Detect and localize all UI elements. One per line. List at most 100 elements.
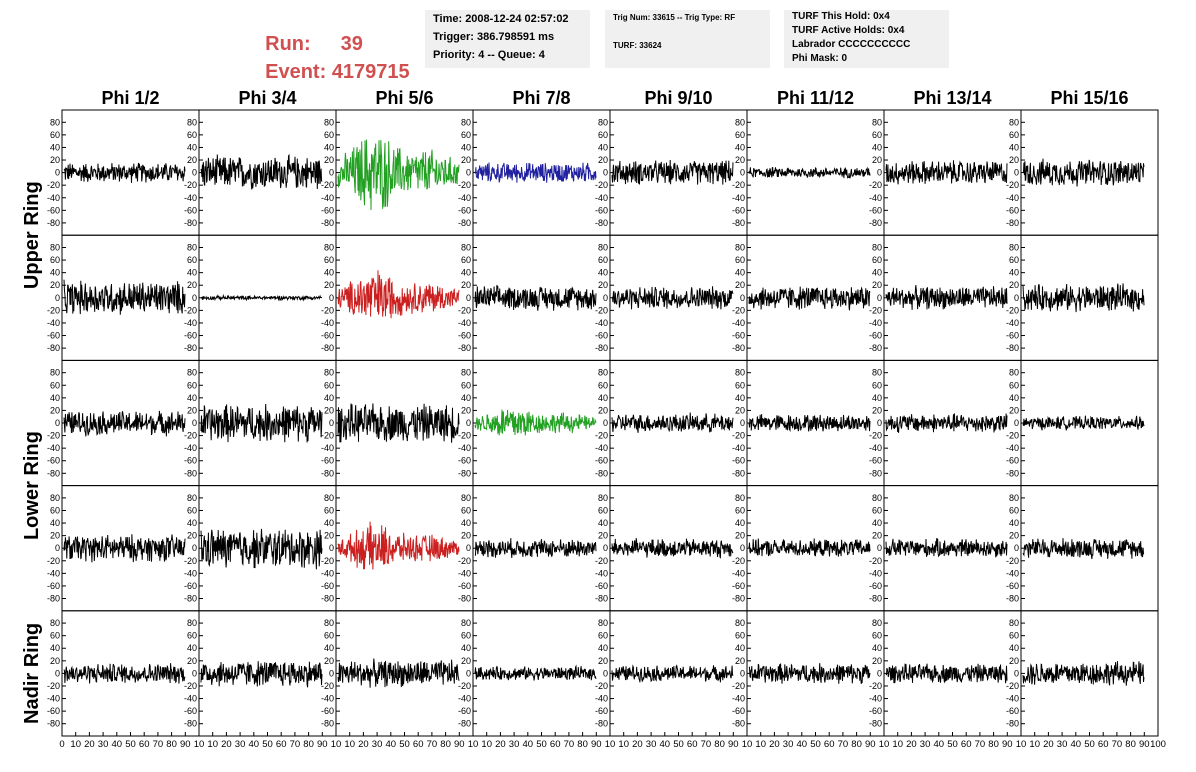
y-tick-label: -80 [732, 343, 745, 353]
x-tick-label: 90 [728, 739, 739, 750]
x-tick-label: 10 [1016, 739, 1027, 750]
y-tick-label: -60 [458, 456, 471, 466]
y-tick-label: -60 [732, 706, 745, 716]
y-tick-label: 80 [735, 618, 745, 628]
waveform-trace [885, 413, 1008, 433]
waveform-trace [748, 538, 871, 557]
y-tick-label: -20 [869, 305, 882, 315]
y-tick-label: -80 [184, 218, 197, 228]
x-tick-label: 50 [536, 739, 547, 750]
y-tick-label: -80 [321, 468, 334, 478]
y-tick-label: -20 [184, 305, 197, 315]
y-tick-label: -60 [184, 331, 197, 341]
y-tick-label: 80 [872, 117, 882, 127]
y-tick-label: -40 [47, 318, 60, 328]
x-tick-label: 60 [824, 739, 835, 750]
y-tick-label: 60 [50, 130, 60, 140]
column-header: Phi 1/2 [101, 88, 159, 108]
y-tick-label: -20 [321, 180, 334, 190]
y-tick-label: -60 [1006, 331, 1019, 341]
y-tick-label: 60 [1009, 255, 1019, 265]
y-tick-label: -60 [595, 456, 608, 466]
waveform-trace [474, 284, 597, 311]
x-tick-label: 10 [194, 739, 205, 750]
x-tick-label: 50 [1084, 739, 1095, 750]
y-tick-label: 40 [461, 643, 471, 653]
y-tick-label: -80 [732, 594, 745, 604]
y-tick-label: 80 [598, 493, 608, 503]
y-tick-label: -80 [1006, 719, 1019, 729]
y-tick-label: 20 [735, 280, 745, 290]
y-tick-label: 80 [872, 618, 882, 628]
x-tick-label: 10 [618, 739, 629, 750]
y-tick-label: 0 [1014, 668, 1019, 678]
y-tick-label: 40 [187, 518, 197, 528]
y-tick-label: -40 [458, 694, 471, 704]
column-header: Phi 5/6 [375, 88, 433, 108]
x-tick-label: 50 [125, 739, 136, 750]
y-tick-label: -40 [1006, 318, 1019, 328]
y-tick-label: 80 [872, 242, 882, 252]
x-tick-label: 90 [1139, 739, 1150, 750]
y-tick-label: -40 [869, 193, 882, 203]
x-tick-label: 10 [1029, 739, 1040, 750]
x-tick-label: 10 [879, 739, 890, 750]
ring-label: Lower Ring [21, 431, 43, 540]
y-tick-label: -80 [458, 343, 471, 353]
y-tick-label: 40 [50, 518, 60, 528]
y-tick-label: 0 [603, 168, 608, 178]
y-tick-label: -40 [458, 193, 471, 203]
y-tick-label: 20 [872, 280, 882, 290]
x-tick-label: 80 [988, 739, 999, 750]
y-tick-label: 40 [324, 142, 334, 152]
y-tick-label: 40 [1009, 643, 1019, 653]
y-tick-label: 40 [50, 268, 60, 278]
y-tick-label: 60 [872, 255, 882, 265]
waveform-trace [748, 663, 871, 684]
y-tick-label: 0 [1014, 168, 1019, 178]
x-tick-label: 20 [358, 739, 369, 750]
y-tick-label: -40 [47, 443, 60, 453]
y-tick-label: 60 [324, 505, 334, 515]
y-tick-label: -80 [595, 468, 608, 478]
waveform-trace [1022, 415, 1145, 431]
x-tick-label: 40 [386, 739, 397, 750]
y-tick-label: 20 [50, 531, 60, 541]
waveform-trace [748, 166, 871, 179]
y-tick-label: 60 [461, 380, 471, 390]
y-tick-label: 0 [329, 293, 334, 303]
y-tick-label: -80 [732, 719, 745, 729]
waveform-trace [337, 658, 460, 688]
y-tick-label: -60 [184, 205, 197, 215]
y-tick-label: -20 [47, 556, 60, 566]
x-tick-label: 20 [221, 739, 232, 750]
y-tick-label: -40 [732, 443, 745, 453]
y-tick-label: -20 [321, 305, 334, 315]
trigger-text: Trigger: 386.798591 ms [433, 31, 555, 43]
y-tick-label: -80 [47, 218, 60, 228]
ring-label: Nadir Ring [21, 623, 43, 724]
y-tick-label: -80 [458, 719, 471, 729]
y-tick-label: 60 [187, 505, 197, 515]
event-label: Event: 4179715 [254, 38, 410, 84]
y-tick-label: -60 [1006, 456, 1019, 466]
waveform-trace [611, 538, 734, 559]
y-tick-label: 40 [872, 518, 882, 528]
x-tick-label: 40 [523, 739, 534, 750]
y-tick-label: 0 [603, 293, 608, 303]
x-tick-label: 40 [934, 739, 945, 750]
turf-this-hold-text: TURF This Hold: 0x4 [792, 11, 890, 22]
x-tick-label: 50 [262, 739, 273, 750]
x-tick-label: 90 [1002, 739, 1013, 750]
y-tick-label: 40 [50, 142, 60, 152]
y-tick-label: 0 [192, 418, 197, 428]
y-tick-label: -80 [47, 343, 60, 353]
y-tick-label: -40 [732, 193, 745, 203]
y-tick-label: 60 [324, 255, 334, 265]
y-tick-label: -20 [458, 431, 471, 441]
y-tick-label: 0 [192, 293, 197, 303]
y-tick-label: -40 [47, 193, 60, 203]
y-tick-label: -80 [1006, 218, 1019, 228]
y-tick-label: -80 [1006, 343, 1019, 353]
waveform-trace [611, 664, 734, 683]
